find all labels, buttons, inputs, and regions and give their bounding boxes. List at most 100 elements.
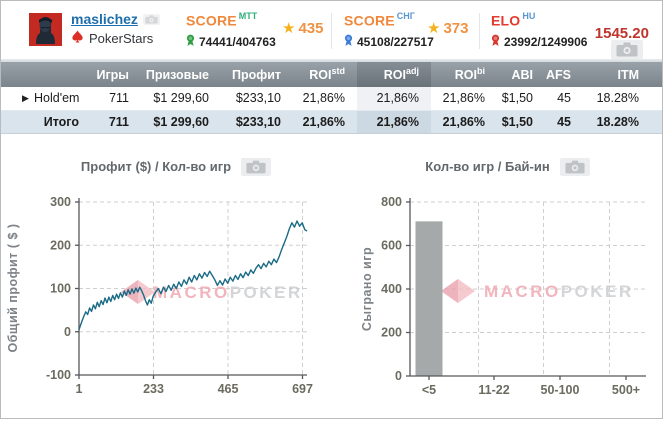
svg-text:1: 1 bbox=[76, 382, 83, 396]
roi-std-cell: 21,86% bbox=[302, 91, 345, 106]
star-icon: ★ bbox=[427, 20, 441, 37]
games-buyin-bar-chart: MACROPOKER 0 200 400 600 800 <5 11-22 50-100 500+… bbox=[360, 195, 646, 397]
col-header-roi-std: ROIstd bbox=[293, 62, 357, 87]
filler-cell bbox=[651, 87, 662, 110]
svg-text:-100: -100 bbox=[46, 368, 71, 382]
col-header-itm: ITM bbox=[583, 62, 651, 87]
table-row-total: Итого 711 $1 299,60 $233,10 21,86% 21,86… bbox=[1, 110, 662, 133]
expander-icon[interactable]: ▶ bbox=[22, 93, 29, 103]
games-buyin-screenshot-icon[interactable] bbox=[559, 157, 590, 176]
score-cis-block: SCORE СНГ 45108/227517 bbox=[344, 11, 434, 50]
ribbon-icon-green bbox=[186, 34, 195, 50]
user-block: maslichez PokerStars bbox=[71, 11, 160, 46]
score-mtt-stars: ★ 435 bbox=[282, 20, 323, 37]
site-name: PokerStars bbox=[89, 30, 154, 46]
pokerstars-spade-icon bbox=[71, 30, 84, 46]
prizes-cell: $1 299,60 bbox=[153, 114, 209, 129]
profit-chart-panel: Профит ($) / Кол-во игр MACROPOKER -100 0 1… bbox=[1, 152, 351, 419]
table-header-row: Игры Призовые Профит ROIstd ROIadj ROIbi… bbox=[1, 62, 662, 87]
col-header-afs: AFS bbox=[545, 62, 583, 87]
svg-text:200: 200 bbox=[50, 238, 71, 252]
col-header-prizes: Призовые bbox=[141, 62, 221, 87]
profit-cell: $233,10 bbox=[235, 91, 281, 106]
itm-cell: 18.28% bbox=[596, 114, 639, 129]
svg-text:100: 100 bbox=[50, 281, 71, 295]
svg-text:MACROPOKER: MACROPOKER bbox=[484, 282, 634, 301]
charts-section: Профит ($) / Кол-во игр MACROPOKER -100 0 1… bbox=[1, 152, 662, 419]
svg-text:697: 697 bbox=[292, 382, 313, 396]
player-avatar bbox=[29, 13, 62, 46]
profit-chart-title: Профит ($) / Кол-во игр bbox=[80, 159, 232, 174]
svg-text:11-22: 11-22 bbox=[478, 383, 509, 397]
games-buyin-chart-panel: Кол-во игр / Бай-ин MACROPOKER 0 200 400 600… bbox=[351, 152, 662, 419]
col-header-roi-bi: ROIbi bbox=[431, 62, 497, 87]
score-cis-sup: СНГ bbox=[396, 11, 415, 21]
username-screenshot-icon[interactable] bbox=[142, 13, 160, 25]
svg-text:200: 200 bbox=[381, 325, 402, 339]
filler-cell bbox=[651, 110, 662, 133]
col-header-profit: Профит bbox=[221, 62, 293, 87]
col-header-roi-adj: ROIadj bbox=[357, 62, 431, 87]
svg-text:0: 0 bbox=[64, 324, 71, 338]
prizes-cell: $1 299,60 bbox=[153, 91, 209, 106]
divider bbox=[331, 13, 332, 49]
col-header-empty bbox=[1, 62, 91, 87]
elo-sup: HU bbox=[522, 11, 536, 21]
score-mtt-star-value: 435 bbox=[298, 20, 324, 37]
table-row-holdem[interactable]: ▶ Hold'em 711 $1 299,60 $233,10 21,86% 2… bbox=[1, 87, 662, 110]
header-screenshot-icon[interactable] bbox=[611, 40, 643, 59]
itm-cell: 18.28% bbox=[596, 91, 639, 106]
svg-text:50-100: 50-100 bbox=[541, 383, 580, 397]
score-cis-star-value: 373 bbox=[443, 20, 469, 37]
divider bbox=[479, 13, 480, 49]
svg-text:500+: 500+ bbox=[612, 383, 640, 397]
svg-text:465: 465 bbox=[218, 382, 239, 396]
game-type-cell: ▶ Hold'em bbox=[1, 87, 91, 110]
elo-block: ELO HU 23992/1249906 bbox=[491, 11, 587, 50]
score-cis-ratio: 45108/227517 bbox=[357, 35, 434, 50]
games-cell: 711 bbox=[109, 91, 129, 106]
game-type-label: Hold'em bbox=[34, 91, 80, 106]
total-label-cell: Итого bbox=[43, 114, 79, 129]
ribbon-icon-blue bbox=[344, 34, 353, 50]
profit-chart-screenshot-icon[interactable] bbox=[241, 157, 272, 176]
svg-text:400: 400 bbox=[381, 282, 402, 296]
score-mtt-sup: MTT bbox=[238, 11, 258, 21]
roi-bi-cell: 21,86% bbox=[442, 91, 485, 106]
star-icon: ★ bbox=[282, 20, 296, 37]
svg-text:600: 600 bbox=[381, 238, 402, 252]
col-header-games: Игры bbox=[91, 62, 141, 87]
score-mtt-label: SCORE bbox=[186, 12, 237, 29]
username-link[interactable]: maslichez bbox=[71, 11, 138, 27]
svg-text:<5: <5 bbox=[422, 383, 436, 397]
svg-text:Сыграно игр: Сыграно игр bbox=[360, 246, 374, 330]
header-shadow-divider bbox=[1, 59, 662, 62]
games-buyin-chart-title: Кол-во игр / Бай-ин bbox=[425, 159, 550, 174]
player-header: maslichez PokerStars bbox=[1, 1, 662, 59]
score-cis-stars: ★ 373 bbox=[427, 20, 468, 37]
svg-text:0: 0 bbox=[395, 369, 402, 383]
svg-text:233: 233 bbox=[143, 382, 164, 396]
svg-text:300: 300 bbox=[50, 195, 71, 209]
abi-cell: $1,50 bbox=[501, 91, 533, 106]
afs-cell: 45 bbox=[557, 114, 571, 129]
profit-cell: $233,10 bbox=[235, 114, 281, 129]
svg-text:800: 800 bbox=[381, 195, 402, 209]
elo-value: 1545.20 bbox=[594, 25, 649, 42]
roi-adj-cell: 21,86% bbox=[357, 87, 431, 110]
elo-ratio: 23992/1249906 bbox=[504, 35, 588, 50]
ribbon-icon-red bbox=[491, 34, 500, 50]
score-cis-label: SCORE bbox=[344, 12, 395, 29]
games-cell: 711 bbox=[108, 114, 129, 129]
score-mtt-block: SCORE MTT 74441/404763 bbox=[186, 11, 276, 50]
col-header-abi: ABI bbox=[497, 62, 545, 87]
col-header-filler bbox=[651, 62, 662, 87]
score-mtt-ratio: 74441/404763 bbox=[199, 35, 276, 50]
abi-cell: $1,50 bbox=[501, 114, 533, 129]
roi-bi-cell: 21,86% bbox=[442, 114, 485, 129]
afs-cell: 45 bbox=[557, 91, 571, 106]
elo-label: ELO bbox=[491, 12, 521, 29]
stats-table: Игры Призовые Профит ROIstd ROIadj ROIbi… bbox=[1, 62, 662, 134]
